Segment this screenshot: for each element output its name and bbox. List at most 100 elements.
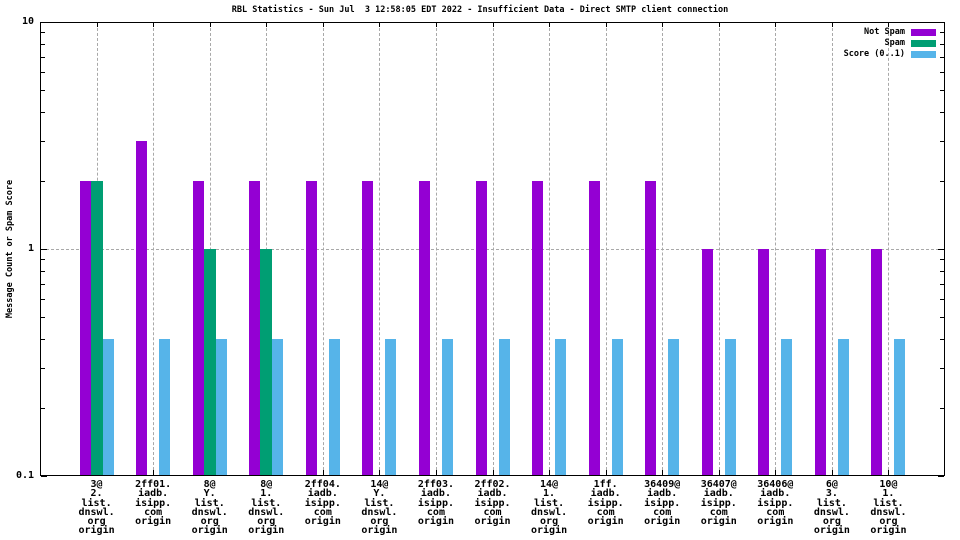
y-tick-label: 0.1 xyxy=(15,470,34,481)
y-minor-tick xyxy=(940,317,944,318)
x-tick-label: 36406@ iadb. isipp. com origin xyxy=(757,479,794,528)
x-tick xyxy=(888,23,890,27)
y-minor-tick xyxy=(41,368,45,369)
x-tick-label: 36407@ iadb. isipp. com origin xyxy=(700,479,737,528)
bar-score xyxy=(498,339,510,476)
legend-label: Score (0..1) xyxy=(843,49,905,59)
legend-swatch xyxy=(911,28,936,36)
legend-row: Score (0..1) xyxy=(844,49,936,59)
y-minor-tick xyxy=(940,368,944,369)
x-tick-label: 2ff04. iadb. isipp. com origin xyxy=(304,479,341,528)
x-tick xyxy=(888,470,890,475)
y-minor-tick xyxy=(41,259,45,260)
y-minor-tick xyxy=(940,181,944,182)
y-minor-tick xyxy=(41,181,45,182)
x-tick xyxy=(322,23,324,27)
bar-score xyxy=(328,339,340,476)
y-minor-tick xyxy=(41,339,45,340)
y-minor-tick xyxy=(940,339,944,340)
x-tick xyxy=(322,470,324,475)
x-tick-label: 1ff. iadb. isipp. com origin xyxy=(587,479,624,528)
y-minor-tick xyxy=(940,271,944,272)
x-tick-label: 3@ 2. list. dnswl. org origin xyxy=(78,479,115,537)
y-minor-tick xyxy=(940,141,944,142)
y-minor-tick xyxy=(940,44,944,45)
bar-not-spam xyxy=(532,180,544,476)
x-tick xyxy=(96,23,98,27)
x-tick-label: 2ff03. iadb. isipp. com origin xyxy=(417,479,454,528)
x-tick xyxy=(435,470,437,475)
y-minor-tick xyxy=(41,44,45,45)
gridline-horizontal xyxy=(41,249,944,250)
bar-not-spam xyxy=(418,180,430,476)
y-minor-tick xyxy=(41,271,45,272)
x-tick-label: 14@ Y. list. dnswl. org origin xyxy=(361,479,398,537)
bar-not-spam xyxy=(645,180,657,476)
y-minor-tick xyxy=(41,408,45,409)
chart-title: RBL Statistics - Sun Jul 3 12:58:05 EDT … xyxy=(231,5,729,15)
bar-score xyxy=(215,339,227,476)
x-tick xyxy=(775,470,777,475)
bar-not-spam xyxy=(758,249,770,476)
bar-score xyxy=(385,339,397,476)
x-tick-label: 2ff02. iadb. isipp. com origin xyxy=(474,479,511,528)
bar-score xyxy=(837,339,849,476)
legend: Not Spam Spam Score (0..1) xyxy=(844,27,936,60)
y-minor-tick xyxy=(940,259,944,260)
bar-not-spam xyxy=(79,180,91,476)
bar-not-spam xyxy=(249,180,261,476)
x-tick xyxy=(549,470,551,475)
x-tick xyxy=(831,470,833,475)
plot-frame xyxy=(40,22,945,476)
bar-not-spam xyxy=(305,180,317,476)
y-minor-tick xyxy=(41,32,45,33)
x-tick xyxy=(379,23,381,27)
x-tick xyxy=(209,23,211,27)
x-tick xyxy=(831,23,833,27)
x-tick xyxy=(492,23,494,27)
x-tick xyxy=(153,470,155,475)
bar-score xyxy=(668,339,680,476)
y-minor-tick xyxy=(41,141,45,142)
y-minor-tick xyxy=(940,32,944,33)
y-minor-tick xyxy=(41,72,45,73)
bar-score xyxy=(781,339,793,476)
x-tick xyxy=(662,23,664,27)
x-tick xyxy=(549,23,551,27)
x-tick xyxy=(153,23,155,27)
x-tick xyxy=(718,470,720,475)
x-tick xyxy=(379,470,381,475)
x-tick-label: 8@ 1. list. dnswl. org origin xyxy=(248,479,285,537)
bar-score xyxy=(441,339,453,476)
y-tick-label: 10 xyxy=(21,16,34,27)
y-minor-tick xyxy=(940,408,944,409)
y-major-tick xyxy=(938,476,944,477)
y-minor-tick xyxy=(41,299,45,300)
legend-label: Spam xyxy=(884,38,905,48)
legend-swatch xyxy=(911,50,936,58)
x-tick-label: 14@ 1. list. dnswl. org origin xyxy=(531,479,568,537)
bar-not-spam xyxy=(475,180,487,476)
x-tick xyxy=(435,23,437,27)
legend-label: Not Spam xyxy=(864,27,905,37)
bar-not-spam xyxy=(362,180,374,476)
bar-score xyxy=(159,339,171,476)
bar-not-spam xyxy=(192,180,204,476)
legend-swatch xyxy=(911,39,936,47)
bar-not-spam xyxy=(588,180,600,476)
y-minor-tick xyxy=(41,57,45,58)
x-tick xyxy=(718,23,720,27)
y-major-tick xyxy=(41,249,47,250)
x-tick-label: 10@ 1. list. dnswl. org origin xyxy=(870,479,907,537)
x-tick-label: 36409@ iadb. isipp. com origin xyxy=(644,479,681,528)
bar-score xyxy=(272,339,284,476)
y-major-tick xyxy=(938,249,944,250)
y-minor-tick xyxy=(940,284,944,285)
y-minor-tick xyxy=(940,90,944,91)
y-minor-tick xyxy=(41,90,45,91)
y-minor-tick xyxy=(41,317,45,318)
bar-score xyxy=(102,339,114,476)
legend-row: Spam xyxy=(844,38,936,48)
bar-spam xyxy=(260,249,273,476)
